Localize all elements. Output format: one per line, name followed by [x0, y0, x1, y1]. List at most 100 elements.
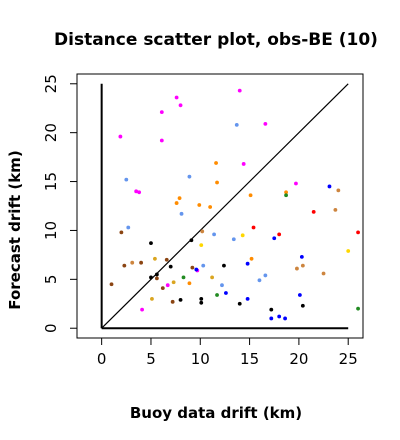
data-point — [199, 296, 204, 301]
data-point — [300, 263, 305, 268]
data-point — [160, 286, 165, 291]
data-point — [237, 301, 242, 306]
data-point — [208, 205, 213, 209]
data-point — [109, 282, 114, 287]
data-point — [139, 260, 144, 265]
data-point — [249, 256, 254, 261]
y-axis-label: Forecast drift (km) — [6, 150, 24, 309]
data-point — [122, 263, 127, 268]
data-point — [199, 243, 204, 248]
data-point — [150, 296, 154, 301]
x-tick-label: 25 — [339, 350, 358, 368]
y-tick-label: 15 — [42, 172, 60, 191]
data-point — [263, 121, 268, 126]
data-point — [187, 174, 192, 179]
data-point — [277, 232, 282, 237]
data-point — [154, 272, 159, 277]
data-point — [240, 233, 245, 238]
data-point — [159, 138, 164, 143]
data-point — [171, 280, 176, 285]
x-tick-label: 20 — [289, 350, 308, 368]
data-point — [356, 306, 360, 311]
data-point — [220, 283, 224, 288]
data-point — [174, 95, 179, 100]
data-point — [159, 110, 164, 115]
data-point — [199, 300, 204, 305]
data-point — [137, 190, 142, 195]
y-tick-label: 20 — [42, 123, 60, 142]
x-tick-label: 10 — [191, 350, 210, 368]
data-point — [327, 184, 332, 189]
data-point — [283, 316, 287, 321]
data-point — [189, 238, 194, 243]
data-point — [164, 257, 169, 262]
plot-frame-group: 0 5 10 15 20 25 0 5 10 15 20 25 — [42, 73, 364, 368]
data-point — [222, 263, 226, 268]
y-tick-label: 10 — [42, 221, 60, 240]
data-point — [294, 181, 298, 186]
data-point — [119, 230, 124, 235]
data-point — [321, 271, 326, 276]
data-point — [140, 307, 144, 312]
data-point — [297, 293, 302, 297]
data-point — [179, 211, 184, 216]
data-point — [241, 162, 246, 166]
data-point — [194, 267, 199, 272]
data-point — [277, 314, 282, 319]
data-point — [149, 241, 153, 246]
data-point — [311, 209, 316, 214]
data-point — [212, 232, 216, 237]
data-point — [134, 189, 139, 194]
data-point — [178, 103, 183, 108]
chart-title: Distance scatter plot, obs-BE (10) — [54, 30, 378, 50]
data-point — [284, 193, 288, 198]
y-tick-label: 25 — [42, 74, 60, 93]
plot-frame — [76, 73, 364, 339]
data-point — [126, 225, 131, 230]
data-point — [346, 249, 351, 253]
data-point — [257, 278, 262, 283]
data-point — [181, 275, 186, 280]
data-point — [153, 256, 157, 261]
data-point — [168, 264, 173, 269]
data-point — [248, 193, 253, 198]
data-point — [295, 266, 299, 271]
data-point — [201, 263, 206, 268]
data-point — [245, 296, 250, 301]
data-point — [356, 230, 360, 235]
data-point — [215, 180, 219, 185]
data-point — [165, 283, 170, 288]
data-point — [284, 190, 288, 195]
x-tick-label: 0 — [97, 350, 107, 368]
data-point — [251, 225, 256, 230]
data-point — [333, 208, 338, 212]
data-point — [177, 196, 182, 201]
x-tick-label: 15 — [240, 350, 259, 368]
data-point — [269, 307, 274, 312]
data-point — [234, 122, 239, 127]
data-point — [190, 265, 195, 270]
data-point — [154, 276, 159, 281]
data-point — [174, 201, 179, 205]
x-tick-label: 5 — [146, 350, 156, 368]
data-point — [118, 134, 123, 139]
data-point — [210, 275, 215, 280]
data-point — [224, 291, 228, 295]
data-point — [178, 297, 183, 302]
data-point — [231, 237, 236, 242]
data-point — [269, 316, 274, 321]
data-point — [215, 293, 219, 297]
data-point — [336, 188, 341, 193]
data-point — [299, 254, 304, 259]
data-point — [149, 275, 153, 280]
data-point — [130, 260, 135, 265]
data-point — [272, 236, 277, 241]
data-point — [245, 261, 250, 266]
x-axis-label: Buoy data drift (km) — [130, 404, 302, 422]
y-tick-label: 5 — [42, 275, 60, 285]
data-point — [200, 229, 205, 234]
data-point — [187, 281, 192, 286]
identity-line — [101, 83, 349, 329]
